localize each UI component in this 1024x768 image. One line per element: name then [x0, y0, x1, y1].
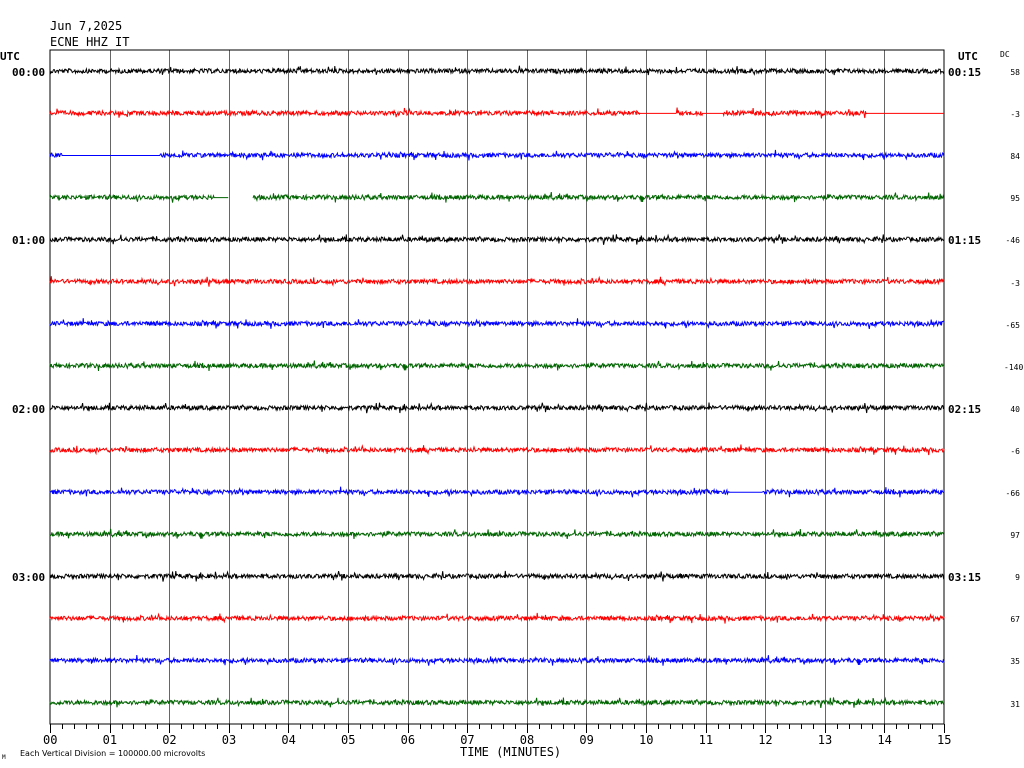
x-tick-label: 01: [102, 733, 118, 747]
dc-offset-label: 84: [1010, 152, 1020, 162]
trace-line: [49, 528, 944, 539]
x-tick-label: 00: [43, 733, 58, 747]
dc-offset-label: 95: [1010, 194, 1020, 204]
x-axis-label: TIME (MINUTES): [460, 745, 562, 759]
x-tick-label: 08: [519, 733, 535, 747]
dc-offset-label: -140: [1004, 362, 1024, 372]
x-tick-label: 02: [162, 733, 177, 747]
x-tick-label: 12: [758, 733, 773, 747]
trace-line: [49, 444, 945, 456]
left-time-label: 00:00: [12, 66, 46, 79]
x-tick-label: 03: [221, 733, 237, 747]
trace-line: [49, 149, 945, 161]
trace-line: [49, 696, 945, 708]
trace-line: [49, 401, 945, 414]
dc-offset-label: 67: [1010, 615, 1020, 625]
trace-line: [49, 655, 945, 666]
trace-line: [49, 275, 945, 287]
dc-offset-label: -3: [1010, 278, 1020, 288]
dc-offset-label: -65: [1005, 320, 1020, 330]
trace-line: [49, 318, 945, 330]
trace-line: [49, 192, 944, 203]
x-tick-label: 15: [937, 733, 952, 747]
station-label: ECNE HHZ IT: [50, 35, 130, 49]
right-utc-title: UTC: [958, 50, 978, 63]
trace-line: [49, 233, 945, 245]
right-time-label: 03:15: [948, 571, 982, 584]
trace-line: [49, 570, 945, 582]
left-time-label: 03:00: [12, 571, 46, 584]
x-tick-label: 09: [579, 733, 594, 747]
x-tick-label: 13: [817, 733, 833, 747]
right-time-label: 02:15: [948, 403, 982, 416]
dc-offset-label: 31: [1010, 699, 1020, 709]
trace-line: [49, 107, 944, 119]
trace-line: [49, 65, 945, 76]
x-tick-label: 10: [639, 733, 654, 747]
left-time-label: 01:00: [12, 234, 46, 247]
dc-offset-label: -66: [1005, 489, 1020, 498]
scale-note: Each Vertical Division = 100000.00 micro…: [20, 749, 206, 758]
plot-frame: [49, 49, 945, 725]
right-time-label: 01:15: [948, 234, 982, 247]
dc-offset-label: 58: [1010, 68, 1020, 77]
trace-line: [49, 486, 945, 498]
x-tick-label: 14: [877, 733, 892, 747]
corner-mark: M: [2, 754, 6, 761]
left-time-label: 02:00: [12, 403, 46, 416]
trace-line: [49, 612, 945, 624]
x-tick-label: 05: [341, 733, 356, 747]
dc-title: DC: [1000, 50, 1010, 59]
date-label: Jun 7,2025: [50, 19, 123, 33]
dc-offset-label: -6: [1010, 446, 1020, 456]
dc-offset-label: -46: [1005, 236, 1020, 246]
dc-offset-label: 9: [1015, 573, 1020, 583]
trace-line: [49, 360, 945, 372]
left-utc-title: UTC: [0, 50, 20, 63]
right-time-label: 00:15: [948, 66, 982, 79]
x-tick-label: 11: [698, 733, 714, 747]
dc-offset-label: 97: [1010, 531, 1020, 541]
dc-offset-label: 40: [1010, 404, 1020, 414]
x-tick-label: 06: [400, 733, 416, 747]
dc-offset-label: -3: [1010, 110, 1020, 120]
dc-offset-label: 35: [1010, 657, 1020, 667]
x-tick-label: 07: [460, 733, 475, 747]
x-tick-label: 04: [281, 733, 296, 747]
